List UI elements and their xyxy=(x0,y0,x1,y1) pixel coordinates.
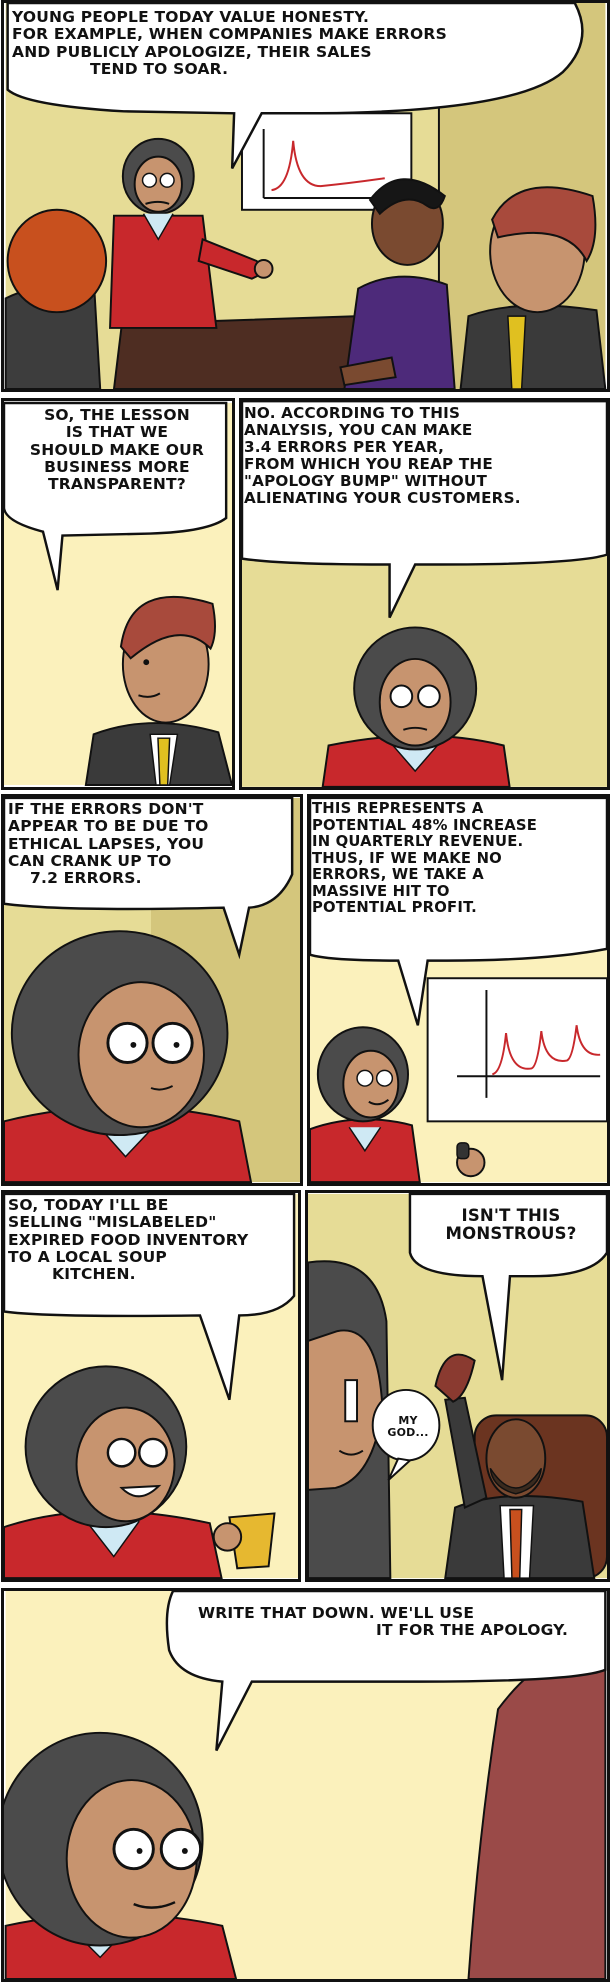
speech-bubble-4: IF THE ERRORS DON'T APPEAR TO BE DUE TO … xyxy=(8,800,300,888)
caption-line: GOD... xyxy=(387,1426,429,1440)
comic-panel-1: YOUNG PEOPLE TODAY VALUE HONESTY. FOR EX… xyxy=(1,0,610,392)
speech-bubble-1: YOUNG PEOPLE TODAY VALUE HONESTY. FOR EX… xyxy=(12,8,572,79)
caption-line: TEND TO SOAR. xyxy=(90,60,229,79)
caption-line: ETHICAL LAPSES, YOU xyxy=(8,834,205,853)
caption-line: YOUNG PEOPLE TODAY VALUE HONESTY. xyxy=(12,8,370,26)
caption-line: ERRORS, WE TAKE A xyxy=(312,866,484,884)
speech-bubble-tail xyxy=(4,1193,296,1401)
caption-line: IN QUARTERLY REVENUE. xyxy=(312,833,524,851)
caption-line: EXPIRED FOOD INVENTORY xyxy=(8,1230,249,1249)
caption-line: SELLING "MISLABELED" xyxy=(8,1213,217,1232)
speech-bubble-8: WRITE THAT DOWN. WE'LL USE IT FOR THE AP… xyxy=(198,1604,602,1640)
caption-line: SO, TODAY I'LL BE xyxy=(8,1196,169,1214)
man-yellow-tie xyxy=(84,595,232,786)
caption-line: "APOLOGY BUMP" WITHOUT xyxy=(244,472,488,491)
caption-line: MONSTROUS? xyxy=(445,1224,577,1244)
speech-bubble-7: ISN'T THIS MONSTROUS? xyxy=(412,1206,607,1244)
panel-5-art xyxy=(310,797,607,1183)
clicker-hand xyxy=(456,1142,486,1178)
caption-line: ALIENATING YOUR CUSTOMERS. xyxy=(244,489,521,508)
panel-7-art xyxy=(308,1193,607,1579)
speech-bubble-tail xyxy=(6,3,584,170)
whiteboard-chart xyxy=(426,977,607,1123)
caption-line: 3.4 ERRORS PER YEAR, xyxy=(244,438,445,457)
comic-panel-2: SO, THE LESSON IS THAT WE SHOULD MAKE OU… xyxy=(1,398,235,790)
comic-panel-5: THIS REPRESENTS A POTENTIAL 48% INCREASE… xyxy=(307,794,610,1186)
caption-line: THIS REPRESENTS A xyxy=(312,800,484,817)
speech-bubble-tail xyxy=(165,1591,607,1752)
caption-line: WRITE THAT DOWN. WE'LL USE xyxy=(198,1604,475,1622)
caption-line: TO A LOCAL SOUP xyxy=(8,1248,167,1267)
caption-line: SHOULD MAKE OUR xyxy=(29,440,205,459)
aside-bubble-text: MY GOD... xyxy=(380,1414,436,1440)
caption-line: CAN CRANK UP TO xyxy=(8,852,172,871)
woman-presenter xyxy=(4,1365,223,1579)
panel-1-art xyxy=(4,3,607,389)
panel-4-art xyxy=(4,797,300,1183)
caption-line: TRANSPARENT? xyxy=(47,475,187,494)
caption-line: 7.2 ERRORS. xyxy=(30,869,142,888)
caption-line: IS THAT WE xyxy=(65,423,169,442)
caption-line: ISN'T THIS xyxy=(461,1206,561,1225)
woman-presenter xyxy=(310,1026,421,1183)
speech-bubble-tail xyxy=(242,401,607,619)
speech-bubble-tail xyxy=(4,797,294,960)
speech-bubble-tail xyxy=(310,797,607,1026)
speech-bubble-2: SO, THE LESSON IS THAT WE SHOULD MAKE OU… xyxy=(6,406,228,494)
caption-line: FOR EXAMPLE, WHEN COMPANIES MAKE ERRORS xyxy=(12,25,447,44)
speech-bubble-tail xyxy=(408,1193,607,1381)
comic-panel-6: SO, TODAY I'LL BE SELLING "MISLABELED" E… xyxy=(1,1190,301,1582)
woman-presenter xyxy=(109,137,274,329)
comic-panel-3: NO. ACCORDING TO THIS ANALYSIS, YOU CAN … xyxy=(239,398,610,790)
caption-line: SO, THE LESSON xyxy=(44,406,190,424)
man-purple-sweater xyxy=(339,178,456,389)
caption-line: NO. ACCORDING TO THIS xyxy=(244,404,461,422)
woman-presenter xyxy=(4,930,253,1183)
panel-2-art xyxy=(4,401,232,786)
caption-line: ANALYSIS, YOU CAN MAKE xyxy=(244,421,473,440)
caption-line: FROM WHICH YOU REAP THE xyxy=(244,455,493,474)
speech-bubble-3: NO. ACCORDING TO THIS ANALYSIS, YOU CAN … xyxy=(244,404,607,508)
caption-line: POTENTIAL PROFIT. xyxy=(312,899,477,917)
caption-line: AND PUBLICLY APOLOGIZE, THEIR SALES xyxy=(12,42,372,61)
comic-panel-8: WRITE THAT DOWN. WE'LL USE IT FOR THE AP… xyxy=(1,1588,610,1982)
speech-bubble-5: THIS REPRESENTS A POTENTIAL 48% INCREASE… xyxy=(312,800,607,917)
man-yellow-tie xyxy=(459,186,607,389)
panel-6-art xyxy=(4,1193,298,1579)
caption-line: MASSIVE HIT TO xyxy=(312,882,450,900)
panel-8-art xyxy=(4,1591,607,1979)
caption-line: IF THE ERRORS DON'T xyxy=(8,800,204,818)
speech-bubble-tail xyxy=(4,401,228,591)
redhead-listener xyxy=(4,208,108,389)
caption-line: KITCHEN. xyxy=(52,1265,136,1284)
woman-presenter xyxy=(4,1731,238,1979)
caption-line: BUSINESS MORE xyxy=(44,458,190,477)
caption-line: POTENTIAL 48% INCREASE xyxy=(312,816,538,834)
bearded-man-raising-hand xyxy=(434,1353,596,1579)
caption-line: MY xyxy=(398,1414,418,1427)
panel-3-art xyxy=(242,401,607,787)
woman-presenter xyxy=(321,626,511,787)
caption-line: IT FOR THE APOLOGY. xyxy=(376,1621,569,1640)
speech-bubble-6: SO, TODAY I'LL BE SELLING "MISLABELED" E… xyxy=(8,1196,298,1284)
caption-line: THUS, IF WE MAKE NO xyxy=(312,849,502,867)
caption-line: APPEAR TO BE DUE TO xyxy=(8,817,209,836)
comic-panel-4: IF THE ERRORS DON'T APPEAR TO BE DUE TO … xyxy=(1,794,303,1186)
comic-panel-7: ISN'T THIS MONSTROUS? MY GOD... xyxy=(305,1190,610,1582)
cup-in-hand xyxy=(212,1512,276,1570)
